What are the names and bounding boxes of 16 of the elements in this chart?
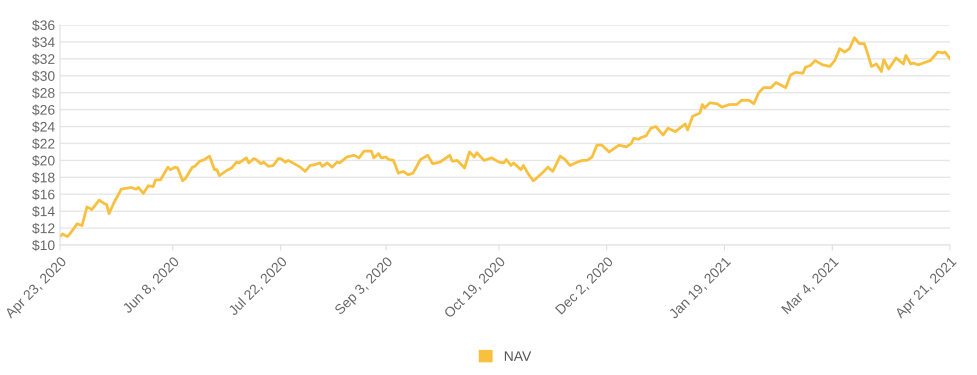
- y-tick-label: $12: [32, 222, 54, 234]
- y-tick-label: $36: [32, 20, 55, 31]
- y-tick-label: $20: [32, 155, 55, 166]
- line-series: [60, 36, 950, 238]
- y-tick-label: $34: [32, 36, 55, 48]
- y-tick-label: $32: [32, 54, 54, 65]
- y-tick-label: $16: [32, 188, 55, 200]
- y-tick-label: $18: [32, 172, 55, 184]
- y-tick-label: $14: [32, 206, 55, 218]
- y-tick-label: $24: [32, 121, 55, 133]
- legend-label: NAV: [504, 351, 532, 361]
- y-tick-label: $26: [32, 104, 55, 116]
- y-tick-label: $10: [32, 240, 55, 251]
- y-tick-label: $22: [32, 138, 54, 150]
- y-tick-label: $30: [32, 70, 55, 82]
- y-tick-label: $28: [32, 87, 55, 99]
